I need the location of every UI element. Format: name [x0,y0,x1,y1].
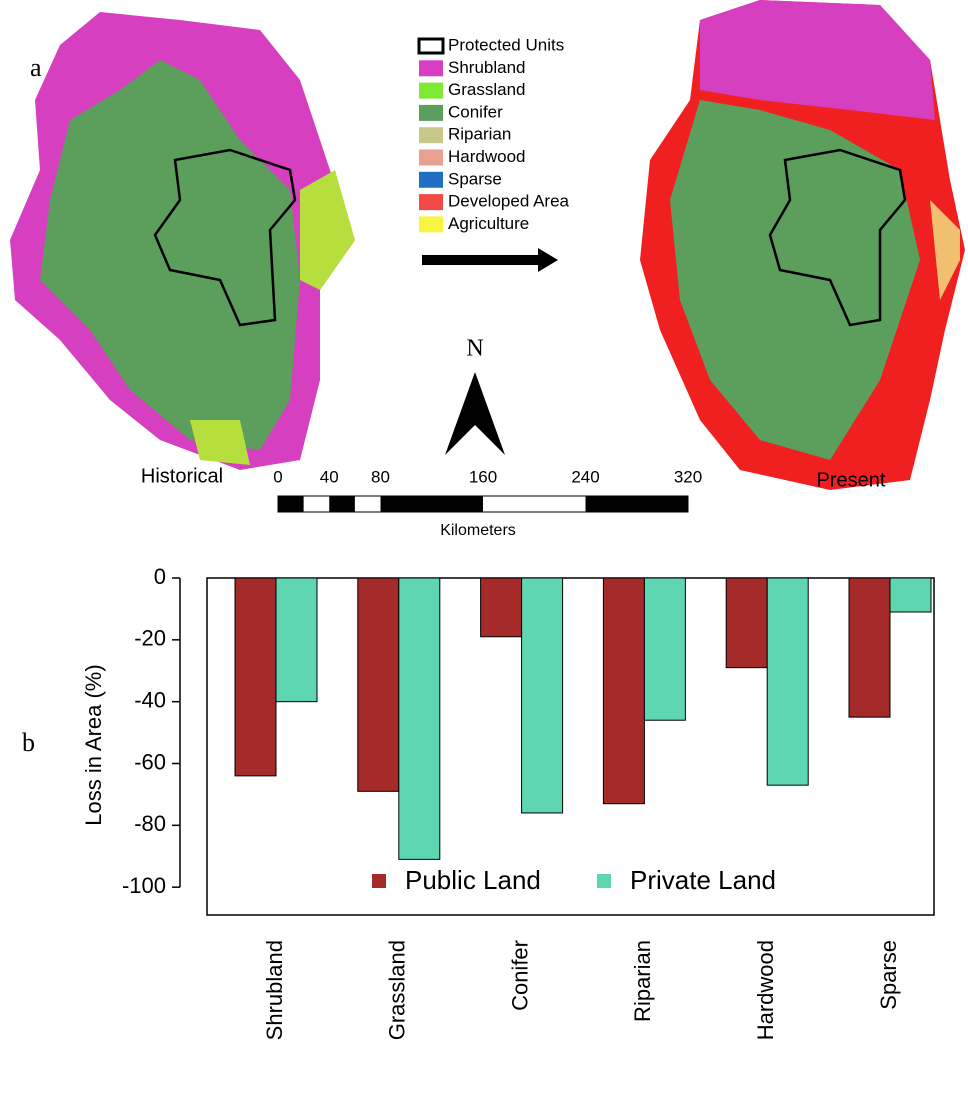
figure: N a b Historical Present Kilometers Loss… [0,0,968,1095]
map-label: Historical [141,465,223,487]
y-axis-label: Loss in Area (%) [81,664,106,825]
legend-swatch [419,60,443,76]
bar [644,578,685,720]
y-tick-label: -40 [134,687,166,712]
bar [481,578,522,637]
bar [522,578,563,813]
legend-swatch [419,39,443,53]
y-tick-label: -100 [122,873,166,898]
scale-tick-label: 240 [571,467,599,486]
x-tick-label: Sparse [876,940,901,1010]
historical-map [10,12,355,470]
x-tick-label: Grassland [385,940,410,1040]
x-tick-label: Shrubland [262,940,287,1040]
north-label: N [466,336,483,362]
y-tick-label: -80 [134,811,166,836]
legend-label: Riparian [448,125,511,144]
x-tick-label: Riparian [630,940,655,1022]
legend-label: Agriculture [448,214,529,233]
legend-swatch [597,874,611,888]
bar [849,578,890,717]
arrow [422,248,558,272]
scale-tick-label: 0 [273,467,282,486]
scale-tick-label: 40 [320,467,339,486]
legend-swatch [419,83,443,99]
legend-swatch [419,194,443,210]
legend-label: Private Land [630,865,776,895]
legend-swatch [419,216,443,232]
legend-swatch [419,150,443,166]
panel-label: a [30,53,42,82]
scale-bar-segment [586,496,689,512]
legend-label: Protected Units [448,35,564,54]
scale-tick-label: 80 [371,467,390,486]
y-tick-label: -20 [134,626,166,651]
scale-tick-label: 160 [469,467,497,486]
x-tick-label: Conifer [507,940,532,1011]
bar [358,578,399,791]
legend-label: Grassland [448,80,525,99]
legend-label: Hardwood [448,147,526,166]
present-map [640,0,965,490]
scale-bar-segment [278,496,304,512]
scale-unit: Kilometers [440,522,516,539]
legend-label: Developed Area [448,192,570,211]
legend-label: Public Land [405,865,541,895]
legend-label: Conifer [448,102,503,121]
legend-label: Shrubland [448,58,526,77]
map-label: Present [817,469,886,491]
x-tick-label: Hardwood [753,940,778,1040]
y-tick-label: -60 [134,749,166,774]
y-tick-label: 0 [154,564,166,589]
bar [399,578,440,859]
legend-swatch [419,105,443,121]
bar [603,578,644,804]
legend-swatch [419,172,443,188]
panel-label: b [22,728,35,757]
legend-swatch [372,874,386,888]
north-arrow [445,372,505,455]
bar [276,578,317,702]
bar [726,578,767,668]
legend-swatch [419,127,443,143]
bar [890,578,931,612]
legend-label: Sparse [448,169,502,188]
bar [767,578,808,785]
scale-bar-segment [329,496,355,512]
scale-tick-label: 320 [674,467,702,486]
scale-bar-segment [381,496,484,512]
bar [235,578,276,776]
